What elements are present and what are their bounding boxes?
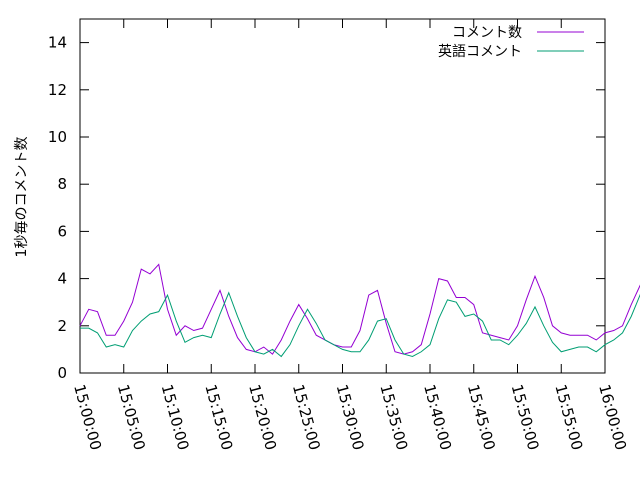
x-tick-label: 16:00:00 <box>595 382 630 452</box>
series-layer <box>79 263 640 358</box>
x-tick-label: 15:35:00 <box>376 382 411 452</box>
y-tick-label: 4 <box>57 270 67 288</box>
x-tick-label: 15:10:00 <box>158 382 193 452</box>
x-tick-label: 15:25:00 <box>289 382 324 452</box>
y-tick-label: 6 <box>57 222 67 240</box>
y-tick-label: 12 <box>48 81 67 99</box>
legend: コメント数 英語コメント <box>438 25 584 60</box>
series-line-comments <box>79 263 640 355</box>
x-tick-label: 15:00:00 <box>70 382 105 452</box>
series-line-english-comments <box>80 291 640 358</box>
x-tick-label: 15:20:00 <box>245 382 280 452</box>
x-tick-label: 15:40:00 <box>420 382 455 452</box>
plot-border <box>79 18 606 374</box>
y-tick-label: 10 <box>48 128 67 146</box>
y-tick-label: 2 <box>57 317 67 335</box>
x-tick-label: 15:15:00 <box>201 382 236 452</box>
x-tick-label: 15:05:00 <box>114 382 149 452</box>
legend-label-english-comments: 英語コメント <box>438 43 522 60</box>
y-axis-label: 1秒毎のコメント数 <box>14 137 30 258</box>
axes: 0 2 4 6 8 10 12 14 15:00:00 15:05:00 15:10:00 15:15… <box>48 18 630 452</box>
x-tick-label: 15:45:00 <box>464 382 499 452</box>
legend-label-comments: コメント数 <box>452 25 522 41</box>
y-tick-label: 8 <box>57 175 67 193</box>
x-tick-label: 15:30:00 <box>333 382 368 452</box>
y-tick-label: 14 <box>48 34 67 52</box>
x-tick-label: 15:55:00 <box>551 382 586 452</box>
x-tick-label: 15:50:00 <box>508 382 543 452</box>
y-tick-label: 0 <box>57 364 67 382</box>
